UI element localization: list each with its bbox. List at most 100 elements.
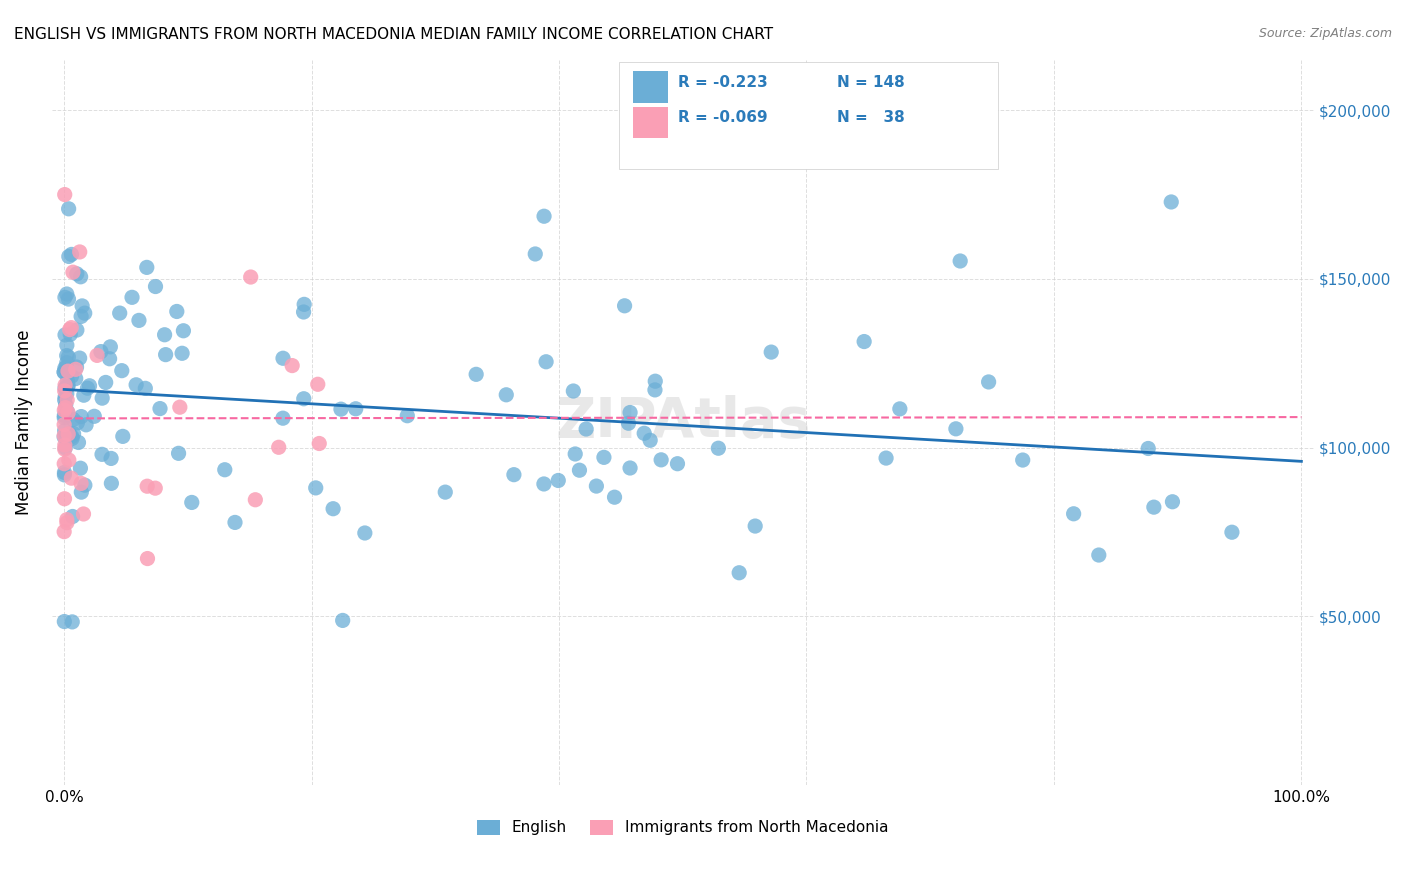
English [945,422,967,436]
English [73,306,96,320]
Y-axis label: Median Family Income: Median Family Income [15,330,32,515]
Immigrants from North Macedonia [239,270,262,285]
English [564,447,586,461]
English [60,615,83,629]
English [167,446,190,460]
English [55,398,77,412]
Immigrants from North Macedonia [56,392,79,407]
Immigrants from North Macedonia [307,377,329,392]
English [644,374,666,388]
English [58,250,80,264]
English [53,466,76,480]
English [728,566,751,580]
English [1161,495,1184,509]
Immigrants from North Macedonia [245,492,267,507]
Text: R = -0.223: R = -0.223 [678,75,768,89]
Immigrants from North Macedonia [58,427,80,442]
English [70,310,93,324]
English [90,344,112,359]
English [53,290,76,304]
English [53,361,76,376]
Immigrants from North Macedonia [86,348,108,362]
English [153,327,176,342]
English [58,202,80,216]
English [292,297,315,311]
English [224,516,246,530]
Immigrants from North Macedonia [55,401,77,415]
English [58,426,80,441]
English [56,374,79,388]
Immigrants from North Macedonia [58,453,80,467]
English [1143,500,1166,515]
Legend: English, Immigrants from North Macedonia: English, Immigrants from North Macedonia [477,820,889,836]
English [650,453,672,467]
English [465,368,488,382]
English [56,404,79,418]
English [69,351,91,365]
Immigrants from North Macedonia [281,359,304,373]
English [180,495,202,509]
English [135,260,157,275]
English [1088,548,1111,562]
English [56,338,79,352]
Immigrants from North Macedonia [53,491,76,506]
English [62,426,84,441]
English [53,430,76,444]
English [111,429,134,443]
Immigrants from North Macedonia [53,442,76,457]
English [111,364,134,378]
English [666,457,689,471]
English [613,299,636,313]
English [353,526,375,541]
English [55,430,77,444]
English [55,360,77,375]
English [62,509,84,524]
English [617,416,640,430]
English [69,461,91,475]
English [55,349,77,363]
English [322,501,344,516]
Immigrants from North Macedonia [136,551,159,566]
English [53,615,76,629]
English [53,392,76,407]
English [562,384,585,398]
English [271,351,294,366]
English [149,401,172,416]
English [292,305,315,319]
English [533,477,555,491]
Text: N = 148: N = 148 [837,75,904,89]
Immigrants from North Macedonia [53,438,76,452]
English [58,350,80,364]
Immigrants from North Macedonia [53,428,76,442]
English [292,392,315,406]
English [1160,194,1182,209]
English [305,481,328,495]
English [70,485,93,500]
English [108,306,131,320]
English [128,313,150,327]
Immigrants from North Macedonia [53,187,76,202]
English [60,247,83,261]
English [66,416,89,430]
English [1011,453,1033,467]
English [744,519,766,533]
Immigrants from North Macedonia [65,362,87,376]
English [568,463,591,477]
English [575,422,598,436]
Immigrants from North Macedonia [60,320,83,334]
English [62,412,84,426]
Immigrants from North Macedonia [56,516,79,530]
Immigrants from North Macedonia [70,476,93,491]
English [53,441,76,455]
Immigrants from North Macedonia [53,524,76,539]
English [55,386,77,401]
English [638,434,661,448]
English [172,324,194,338]
Immigrants from North Macedonia [143,481,166,495]
English [53,409,76,423]
English [98,351,121,366]
English [100,451,122,466]
English [396,409,419,423]
Immigrants from North Macedonia [267,440,290,454]
English [73,478,96,492]
